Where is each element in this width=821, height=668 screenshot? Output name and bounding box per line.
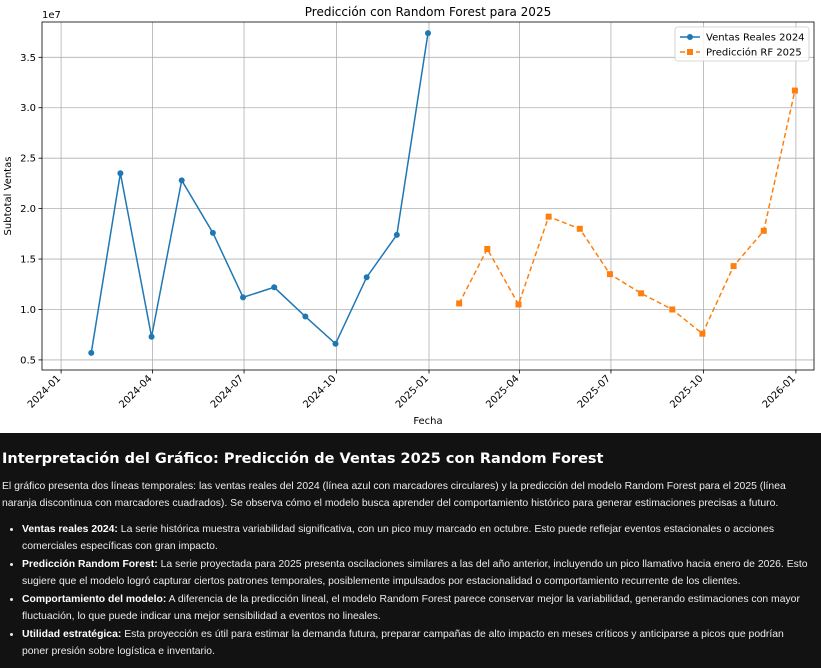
y-tick-label: 1.0 [20,305,36,316]
bullet-text: A diferencia de la predicción lineal, el… [22,594,800,622]
data-point [669,306,676,313]
data-point [515,301,522,308]
bullet-label: Utilidad estratégica: [22,629,122,640]
data-point [456,300,463,307]
data-point [271,284,278,291]
data-point [760,227,767,234]
data-point [117,170,124,177]
y-offset-label: 1e7 [42,10,61,21]
data-point [393,231,400,238]
plot-frame [41,21,815,371]
x-tick-label: 2025-10 [668,373,705,410]
interpretation-heading: Interpretación del Gráfico: Predicción d… [2,451,604,467]
series-line [90,32,429,353]
legend-marker [687,34,693,40]
y-tick-label: 0.5 [20,355,36,366]
x-tick-label: 2024-01 [26,373,63,410]
y-tick-label: 2.0 [20,204,36,215]
data-point [791,87,798,94]
list-item: Comportamiento del modelo: A diferencia … [22,592,811,625]
interpretation-intro: El gráfico presenta dos líneas temporale… [2,481,786,509]
y-tick-label: 2.5 [20,154,36,165]
x-tick-label: 2024-04 [117,373,154,410]
legend-box [674,26,810,62]
x-tick-label: 2024-10 [301,373,338,410]
data-point [545,213,552,220]
data-point [484,245,491,252]
bullet-text: Esta proyección es útil para estimar la … [22,629,784,657]
data-point [638,290,645,297]
bullet-label: Comportamiento del modelo: [22,594,167,605]
data-point [730,263,737,270]
y-tick-label: 1.5 [20,255,36,266]
x-tick-label: 2025-04 [484,373,521,410]
data-point [606,271,613,278]
bullet-label: Ventas reales 2024: [22,524,118,535]
data-point [148,333,155,340]
data-point [332,340,339,347]
list-item: Predicción Random Forest: La serie proye… [22,557,811,590]
line-chart: 0.5 1.0 1.5 2.0 2.5 3.0 3.5 1e7 2024-01 2024-04 20… [3,5,815,427]
data-point [209,229,216,236]
x-tick-label: 2025-01 [394,373,431,410]
bullet-text: La serie proyectada para 2025 presenta o… [22,559,808,587]
x-tick-label: 2025-07 [576,373,613,410]
chart-area: 0.5 1.0 1.5 2.0 2.5 3.0 3.5 1e7 2024-01 2024-04 20… [3,5,815,427]
legend-marker [687,49,693,55]
y-tick-label: 3.5 [20,53,36,64]
data-point [240,294,247,301]
bullet-text: La serie histórica muestra variabilidad … [22,524,775,552]
data-point [425,30,431,37]
data-point [363,274,370,281]
data-point [302,313,309,320]
legend-label: Predicción RF 2025 [706,47,802,59]
chart-title: Predicción con Random Forest para 2025 [305,5,551,19]
y-tick-label: 3.0 [20,103,36,114]
legend-label: Ventas Reales 2024 [706,33,805,44]
bullet-label: Predicción Random Forest: [22,559,158,570]
x-tick-label: 2026-01 [761,373,798,410]
list-item: Ventas reales 2024: La serie histórica m… [22,522,811,555]
data-point [88,349,95,356]
data-point [576,225,583,232]
data-point [178,177,185,184]
interpretation-list: Ventas reales 2024: La serie histórica m… [2,522,811,660]
y-axis-label: Subtotal Ventas [3,157,14,236]
x-tick-label: 2024-07 [209,373,246,410]
x-axis-label: Fecha [413,416,442,427]
interpretation-panel: Interpretación del Gráfico: Predicción d… [0,433,821,668]
list-item: Utilidad estratégica: Esta proyección es… [22,627,811,660]
data-point [699,330,706,337]
series-line [458,90,796,335]
